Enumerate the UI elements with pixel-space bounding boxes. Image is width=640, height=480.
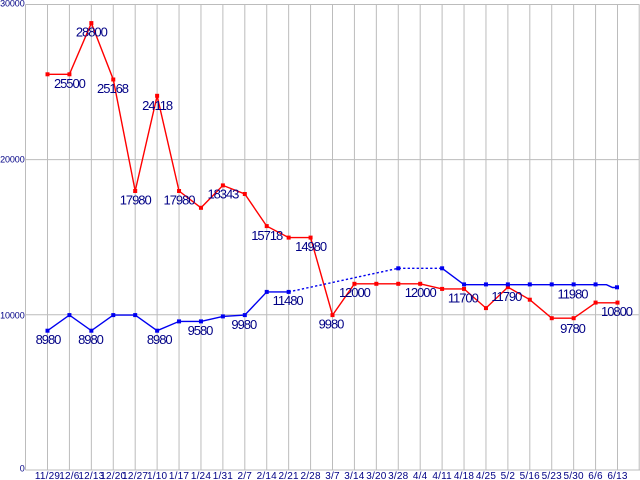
svg-text:5/23: 5/23	[542, 471, 563, 480]
svg-text:1/31: 1/31	[213, 471, 234, 480]
svg-text:28800: 28800	[76, 25, 108, 40]
svg-text:2/21: 2/21	[279, 471, 300, 480]
svg-text:25168: 25168	[97, 81, 129, 96]
svg-text:11/29: 11/29	[35, 471, 61, 480]
svg-text:9580: 9580	[188, 323, 214, 338]
svg-text:0: 0	[20, 464, 25, 474]
svg-text:8980: 8980	[36, 332, 62, 347]
svg-text:11480: 11480	[273, 293, 304, 308]
svg-text:1/17: 1/17	[169, 471, 190, 480]
svg-text:5/16: 5/16	[520, 471, 541, 480]
svg-text:1/24: 1/24	[191, 471, 212, 480]
svg-text:17980: 17980	[120, 193, 152, 208]
svg-text:8980: 8980	[78, 332, 104, 347]
svg-text:6/13: 6/13	[607, 471, 628, 480]
svg-text:9780: 9780	[560, 321, 586, 336]
svg-text:24118: 24118	[142, 98, 173, 113]
svg-text:11980: 11980	[558, 287, 589, 302]
svg-text:8980: 8980	[147, 332, 173, 347]
svg-text:4/4: 4/4	[413, 471, 428, 480]
svg-text:5/30: 5/30	[564, 471, 585, 480]
svg-text:12/6: 12/6	[59, 471, 80, 480]
svg-text:12000: 12000	[405, 285, 437, 300]
svg-text:18343: 18343	[207, 187, 239, 202]
svg-text:10000: 10000	[0, 310, 25, 320]
svg-text:4/18: 4/18	[454, 471, 475, 480]
svg-text:9980: 9980	[319, 317, 345, 332]
svg-text:30000: 30000	[0, 0, 25, 9]
svg-text:11700: 11700	[448, 290, 479, 305]
svg-text:17980: 17980	[164, 193, 196, 208]
svg-text:1/10: 1/10	[147, 471, 168, 480]
svg-text:2/28: 2/28	[300, 471, 321, 480]
svg-text:12000: 12000	[339, 285, 371, 300]
svg-text:3/28: 3/28	[388, 471, 409, 480]
svg-text:6/6: 6/6	[588, 471, 603, 480]
svg-text:2/14: 2/14	[257, 471, 278, 480]
svg-text:15718: 15718	[251, 228, 283, 243]
svg-text:2/7: 2/7	[238, 471, 253, 480]
svg-text:12/13: 12/13	[78, 471, 104, 480]
svg-text:3/7: 3/7	[325, 471, 340, 480]
svg-text:14980: 14980	[295, 239, 327, 254]
svg-text:12/27: 12/27	[122, 471, 148, 480]
svg-text:3/20: 3/20	[366, 471, 387, 480]
svg-text:20000: 20000	[0, 155, 25, 165]
svg-text:25500: 25500	[54, 76, 86, 91]
svg-text:3/14: 3/14	[344, 471, 365, 480]
svg-text:5/2: 5/2	[501, 471, 516, 480]
svg-text:11790: 11790	[491, 289, 522, 304]
svg-text:4/11: 4/11	[432, 471, 452, 480]
svg-text:12/20: 12/20	[100, 471, 126, 480]
svg-text:10800: 10800	[601, 304, 633, 319]
svg-text:9980: 9980	[231, 317, 257, 332]
svg-text:4/25: 4/25	[476, 471, 497, 480]
